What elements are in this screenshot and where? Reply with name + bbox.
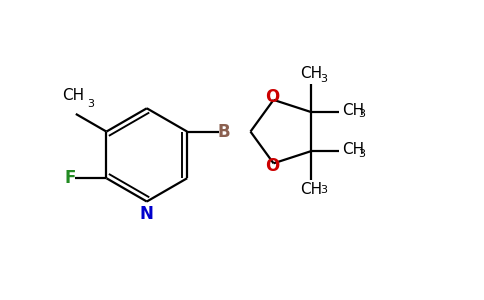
Text: 3: 3 [358, 110, 365, 119]
Text: 3: 3 [320, 184, 328, 195]
Text: F: F [64, 169, 76, 187]
Text: O: O [265, 157, 280, 175]
Text: CH: CH [300, 66, 322, 81]
Text: 3: 3 [320, 74, 328, 83]
Text: 3: 3 [358, 149, 365, 159]
Text: CH: CH [342, 142, 364, 157]
Text: O: O [265, 88, 280, 106]
Text: N: N [140, 205, 154, 223]
Text: B: B [218, 123, 230, 141]
Text: CH: CH [62, 88, 84, 103]
Text: CH: CH [342, 103, 364, 118]
Text: 3: 3 [87, 99, 94, 109]
Text: CH: CH [300, 182, 322, 197]
